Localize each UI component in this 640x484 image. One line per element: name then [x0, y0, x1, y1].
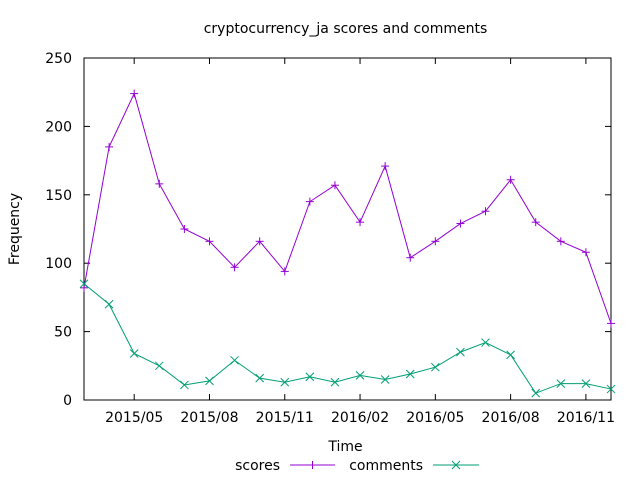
comments-point — [481, 338, 490, 347]
legend: scores comments — [235, 458, 479, 474]
x-tick-label: 2016/08 — [482, 410, 540, 426]
comments-point — [104, 299, 114, 309]
comments-point — [305, 372, 315, 382]
comments-point — [430, 362, 440, 372]
legend-label: scores — [235, 458, 280, 474]
comments-point — [531, 388, 541, 398]
comments-point — [180, 380, 189, 390]
scores-point — [406, 253, 415, 262]
plot-border — [83, 57, 612, 401]
x-tick-label: 2016/02 — [331, 410, 389, 426]
y-tick-label: 250 — [45, 51, 72, 67]
x-axis-ticks: 2015/05 2015/08 2015/11 2016/02 2016/05 2016/… — [105, 58, 615, 426]
y-tick-label: 100 — [45, 256, 72, 272]
scores-point — [356, 218, 365, 227]
legend-label: comments — [349, 458, 423, 474]
scores-point — [481, 207, 490, 216]
comments-point — [606, 384, 616, 394]
comments-point — [355, 371, 365, 380]
legend-swatch-marker — [308, 461, 317, 469]
comments-point — [456, 347, 465, 357]
chart-title: cryptocurrency_ja scores and comments — [204, 21, 488, 37]
scores-point — [531, 218, 540, 227]
y-tick-label: 200 — [45, 119, 72, 135]
comments-point — [129, 349, 139, 358]
scores-point — [431, 237, 440, 246]
comments-point — [506, 350, 515, 360]
comments-point — [205, 376, 214, 386]
x-tick-label: 2016/05 — [406, 410, 464, 426]
series-comments — [79, 279, 616, 398]
scores-point — [80, 283, 88, 292]
scores-point — [607, 319, 615, 328]
legend-item-scores: scores — [235, 458, 335, 474]
plot-frame — [83, 57, 612, 401]
comments-point — [405, 369, 415, 379]
comments-point — [330, 377, 340, 387]
scores-point — [255, 237, 264, 246]
scores-point — [105, 142, 114, 151]
scores-point — [205, 237, 214, 246]
x-axis-label: Time — [327, 439, 362, 455]
y-tick-label: 150 — [45, 188, 72, 204]
x-tick-label: 2016/11 — [557, 410, 615, 426]
comments-point — [556, 379, 566, 388]
scores-point — [155, 179, 164, 188]
scores-point — [506, 175, 515, 184]
y-tick-label: 0 — [63, 393, 72, 409]
comments-line — [83, 283, 612, 394]
legend-swatch-marker — [451, 460, 461, 470]
y-axis-label: Frequency — [7, 193, 23, 265]
scores-point — [130, 89, 139, 98]
comments-point — [79, 279, 89, 289]
legend-item-comments: comments — [349, 458, 479, 474]
scores-line — [83, 92, 612, 324]
y-axis-ticks: 0 50 100 150 200 250 — [45, 51, 611, 409]
scores-point — [456, 219, 465, 228]
x-tick-label: 2015/08 — [180, 410, 238, 426]
scores-point — [305, 197, 314, 206]
scores-point — [581, 248, 590, 257]
scores-point — [280, 267, 289, 276]
scores-point — [330, 181, 339, 190]
comments-point — [380, 375, 390, 384]
scores-point — [230, 263, 239, 272]
x-tick-label: 2015/11 — [256, 410, 314, 426]
comments-point — [581, 379, 591, 388]
series-layer — [79, 89, 616, 398]
comments-point — [230, 355, 239, 365]
comments-point — [280, 377, 290, 387]
scores-point — [180, 225, 189, 233]
comments-point — [255, 373, 265, 383]
series-scores — [80, 89, 615, 328]
y-tick-label: 50 — [54, 325, 72, 341]
x-tick-label: 2015/05 — [105, 410, 163, 426]
scores-point — [381, 162, 390, 171]
comments-point — [154, 361, 164, 371]
scores-point — [556, 237, 565, 246]
